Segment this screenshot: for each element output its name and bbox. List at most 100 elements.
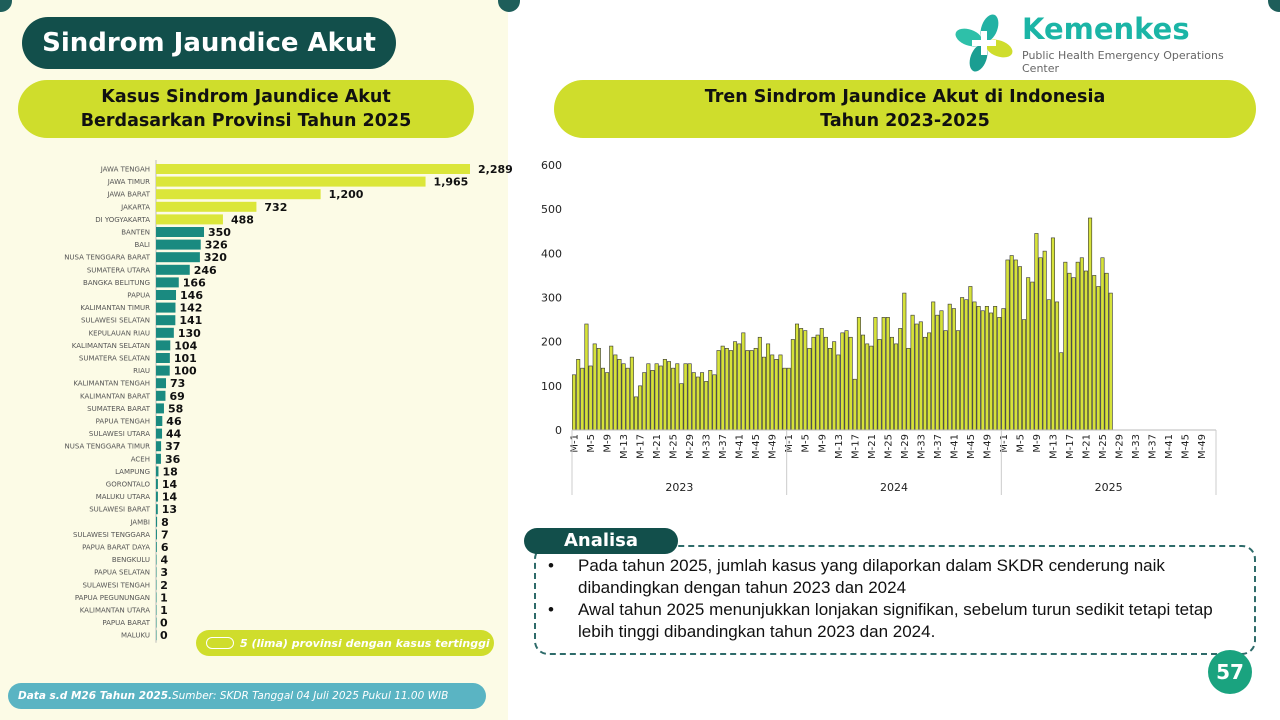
province-value-label: 732	[264, 201, 287, 214]
trend-bar	[576, 359, 581, 431]
x-tick-label: M-25	[883, 434, 894, 459]
y-tick-label: 500	[541, 203, 562, 216]
x-tick-label: M-21	[867, 434, 878, 459]
province-label: PAPUA	[127, 292, 150, 300]
province-label: SULAWESI UTARA	[89, 430, 150, 438]
trend-bar	[1088, 217, 1093, 431]
trend-bar	[799, 328, 804, 431]
trend-bar	[782, 367, 787, 431]
y-tick-label: 400	[541, 247, 562, 260]
trend-bar	[766, 343, 771, 431]
trend-bar	[1038, 257, 1043, 431]
trend-bar	[650, 370, 655, 431]
province-label: ACEH	[131, 455, 150, 463]
province-bar	[156, 428, 163, 439]
trend-bar	[1075, 261, 1080, 431]
x-tick-label: M-9	[817, 434, 828, 453]
x-tick-label: M-21	[1081, 434, 1092, 459]
trend-bar	[658, 365, 663, 431]
province-bar	[156, 365, 170, 376]
province-value-label: 36	[165, 453, 181, 466]
trend-bar	[621, 363, 626, 431]
x-tick-label: M-29	[685, 434, 696, 459]
trend-bar	[1022, 319, 1027, 431]
legend-swatch	[206, 637, 234, 649]
trend-bar	[1104, 272, 1109, 431]
trend-bar	[889, 336, 894, 431]
trend-bar	[753, 347, 758, 431]
trend-bar	[1005, 259, 1010, 431]
trend-bar	[633, 396, 638, 431]
province-value-label: 1	[160, 591, 168, 604]
trend-bar	[873, 317, 878, 431]
left-chart-title: Kasus Sindrom Jaundice Akut Berdasarkan P…	[18, 80, 474, 138]
trend-bar	[898, 328, 903, 431]
province-value-label: 2	[160, 579, 168, 592]
trend-bar	[613, 354, 618, 431]
province-bar	[156, 466, 159, 477]
province-value-label: 13	[162, 503, 177, 516]
province-label: BALI	[134, 241, 150, 249]
x-tick-label: M-5	[801, 434, 812, 453]
province-bar	[156, 214, 223, 225]
left-chart-title-line1: Kasus Sindrom Jaundice Akut	[101, 86, 391, 107]
trend-bar	[724, 347, 729, 431]
province-label: SUMATERA SELATAN	[79, 355, 150, 363]
province-label: KALIMANTAN TENGAH	[73, 380, 150, 388]
province-value-label: 7	[161, 528, 169, 541]
province-bar	[156, 529, 157, 540]
year-label: 2023	[665, 481, 693, 494]
province-bar	[156, 264, 190, 275]
province-label: BANGKA BELITUNG	[83, 279, 150, 287]
province-value-label: 320	[204, 251, 227, 264]
province-bar-chart: JAWA TENGAH 2,289 JAWA TIMUR 1,965 JAWA BARA…	[64, 160, 513, 643]
trend-bar	[807, 347, 812, 431]
legend-note: 5 (lima) provinsi dengan kasus tertinggi	[196, 630, 494, 656]
province-bar	[156, 516, 158, 527]
province-bar	[156, 416, 163, 426]
province-value-label: 6	[161, 541, 169, 554]
trend-bar	[1100, 257, 1105, 431]
trend-bar	[1050, 237, 1055, 431]
trend-bar	[737, 343, 742, 431]
trend-bar	[700, 372, 705, 431]
trend-bar	[1067, 272, 1072, 431]
province-value-label: 0	[160, 617, 168, 630]
province-value-label: 14	[162, 478, 178, 491]
province-bar	[156, 176, 426, 187]
x-tick-label: M-13	[1048, 434, 1059, 459]
trend-bar	[596, 347, 601, 431]
province-label: JAWA BARAT	[106, 191, 150, 199]
province-label: BENGKULU	[112, 556, 150, 564]
right-chart-title-line1: Tren Sindrom Jaundice Akut di Indonesia	[704, 86, 1106, 107]
province-bar	[156, 302, 176, 313]
trend-bar	[1042, 250, 1047, 431]
trend-bar	[840, 332, 845, 431]
province-label: JAMBI	[129, 518, 150, 526]
province-bar	[156, 290, 177, 300]
analysis-point: • Pada tahun 2025, jumlah kasus yang dila…	[548, 556, 1165, 597]
province-label: NUSA TENGGARA BARAT	[64, 254, 151, 262]
trend-bar	[955, 330, 960, 431]
province-bar	[156, 340, 171, 351]
trend-bar	[910, 314, 915, 431]
province-value-label: 350	[208, 226, 231, 239]
trend-bar	[774, 359, 779, 431]
province-label: PAPUA TENGAH	[96, 418, 150, 426]
province-value-label: 4	[161, 554, 169, 567]
trend-bar	[943, 330, 948, 431]
year-label: 2025	[1095, 481, 1123, 494]
trend-bar	[1017, 266, 1022, 431]
x-tick-label: M-49	[982, 434, 993, 459]
province-label: JAWA TIMUR	[107, 178, 150, 186]
trend-bar	[757, 336, 762, 431]
x-tick-label: M-1	[570, 434, 581, 453]
trend-bar	[1063, 261, 1068, 431]
trend-bar	[662, 359, 667, 431]
province-label: RIAU	[133, 367, 150, 375]
province-value-label: 2,289	[478, 163, 513, 176]
province-label: MALUKU	[121, 632, 150, 640]
province-value-label: 488	[231, 213, 254, 226]
right-chart-title: Tren Sindrom Jaundice Akut di Indonesia T…	[554, 80, 1256, 138]
province-label: SUMATERA UTARA	[87, 266, 150, 274]
